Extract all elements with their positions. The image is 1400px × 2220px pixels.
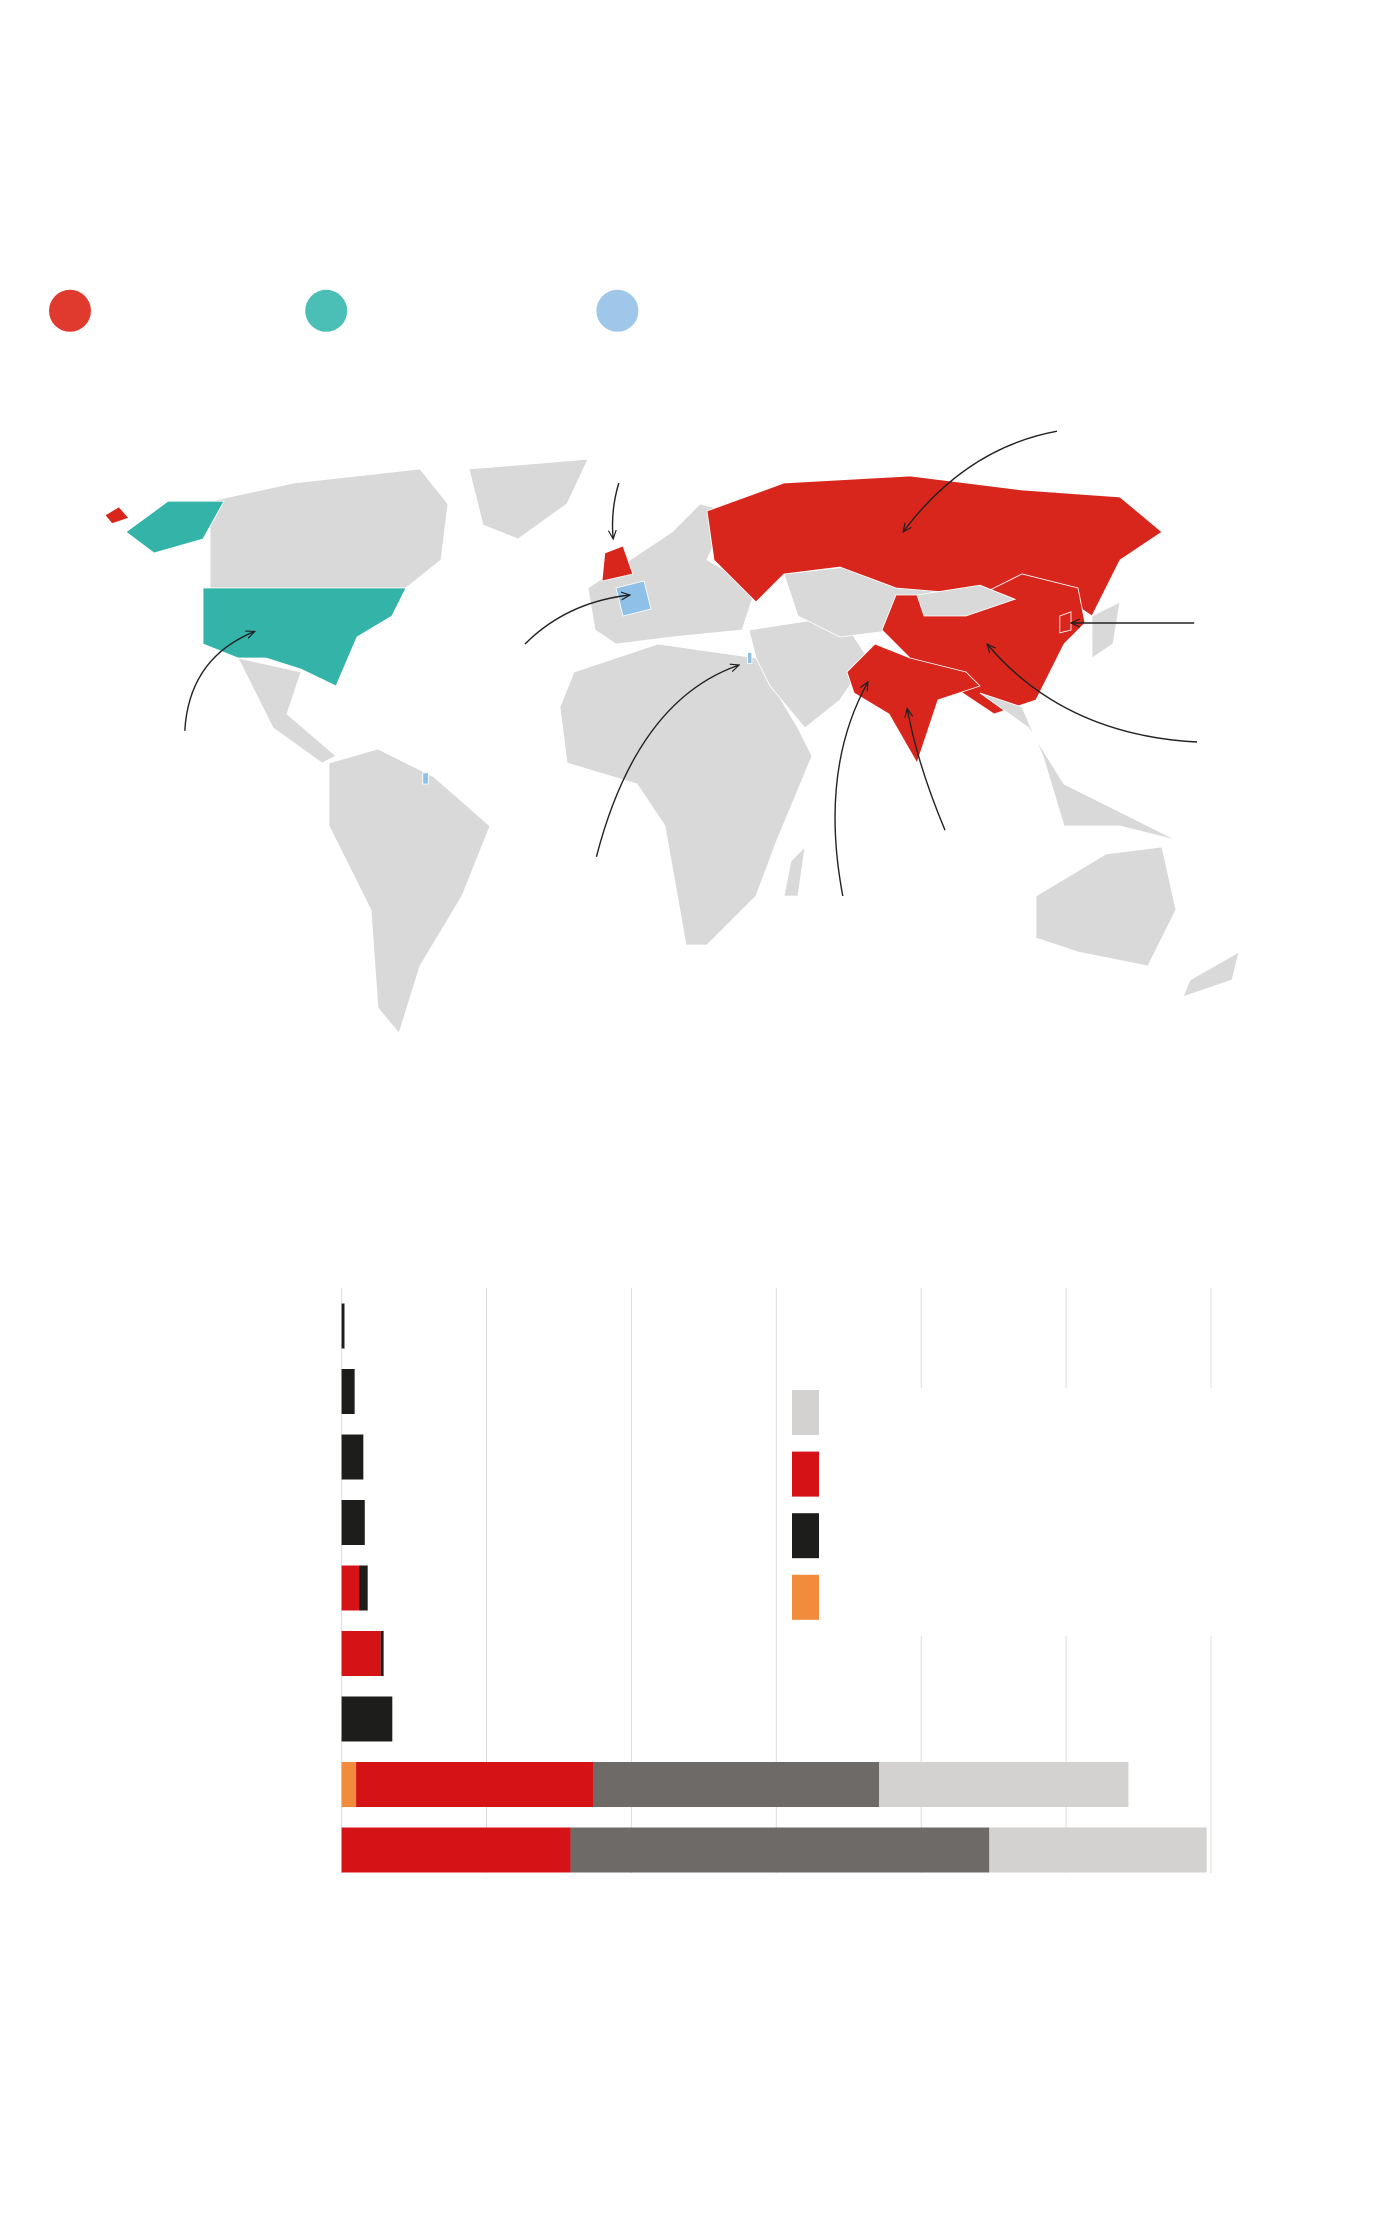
callout-arrows	[184, 430, 1198, 897]
legend-swatch	[792, 1513, 819, 1559]
bar-segment	[380, 1631, 384, 1676]
bar-segment	[341, 1696, 393, 1742]
bar-chart	[341, 1288, 1220, 1873]
bar-segment	[341, 1762, 357, 1807]
bar-segment	[341, 1827, 571, 1873]
legend-panel	[780, 1388, 1220, 1636]
bar-segment	[341, 1303, 345, 1349]
bar-segment	[358, 1565, 368, 1611]
bar-segment	[341, 1631, 381, 1676]
bar-segment	[989, 1827, 1207, 1873]
legend-dot	[596, 289, 639, 332]
bar-segment	[341, 1500, 365, 1545]
world-map	[104, 458, 1240, 1035]
bar-segment	[341, 1565, 359, 1611]
bar-segment	[356, 1762, 594, 1807]
legend-dot	[49, 289, 91, 332]
legend-swatch	[792, 1574, 819, 1620]
legend-swatch	[792, 1390, 819, 1435]
bar-segment	[341, 1434, 364, 1480]
legend-dot	[305, 289, 348, 332]
legend-swatch	[792, 1451, 819, 1497]
map-area	[49, 289, 1240, 1035]
bar-segment	[341, 1369, 355, 1414]
bar-segment	[570, 1827, 990, 1873]
bar-segment	[879, 1762, 1129, 1807]
bar-segment	[593, 1762, 880, 1807]
